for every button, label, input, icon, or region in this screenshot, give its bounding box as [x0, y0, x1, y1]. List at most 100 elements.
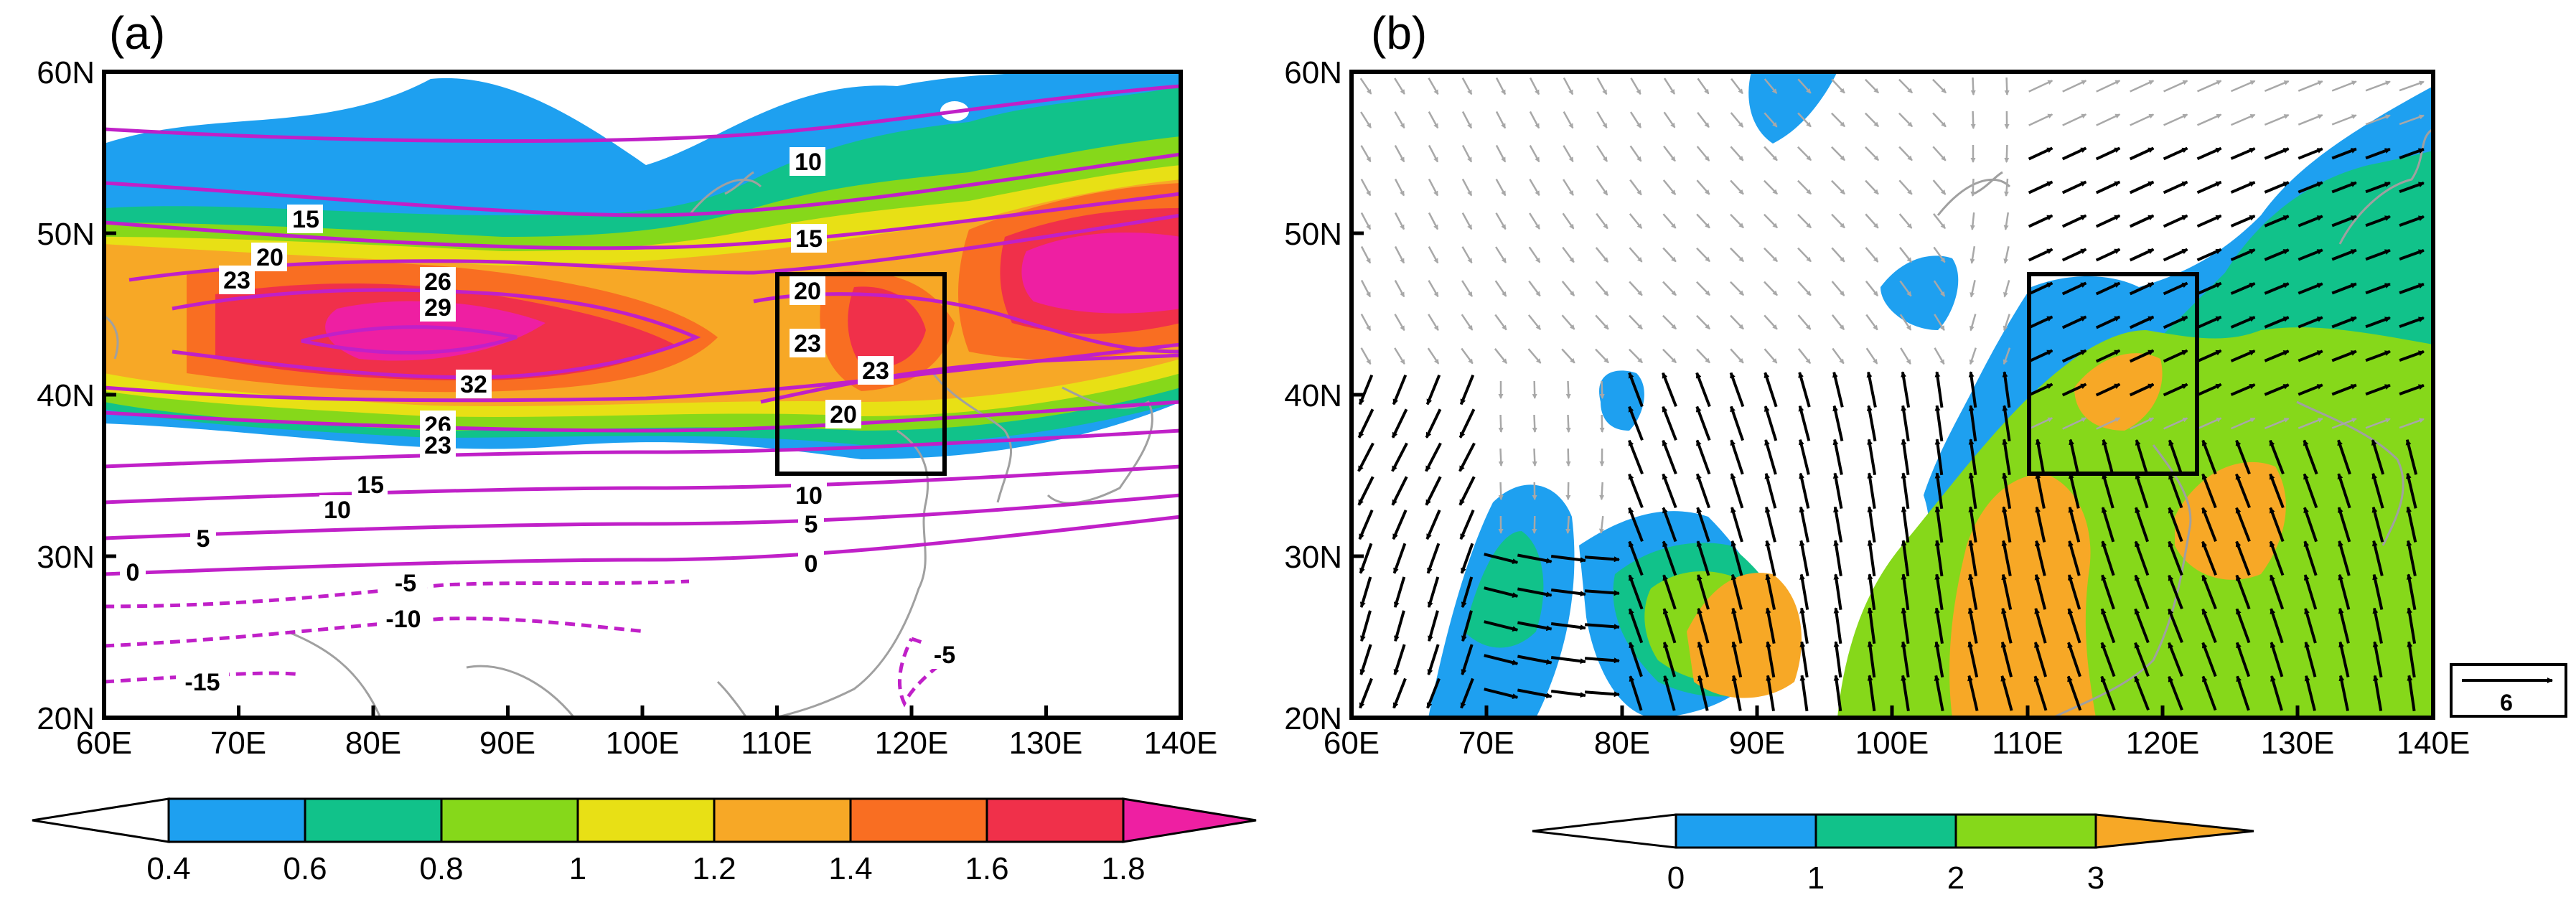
contour-label-text: 10 [795, 149, 822, 176]
wind-vector [1602, 381, 1603, 398]
x-tick-label: 140E [2397, 726, 2470, 761]
x-tick-label: 100E [1855, 726, 1929, 761]
colorbar-b-labels: 0 1 2 3 [1667, 861, 2104, 896]
contour-label: -10 [377, 604, 430, 633]
panel-b-label: (b) [1371, 7, 1427, 59]
y-tick-label: 40N [1284, 378, 1342, 413]
colorbar-cell [714, 799, 851, 842]
colorbar-cell [987, 799, 1123, 842]
colorbar-cell [1532, 815, 1676, 848]
panel-a-x-tick-labels: 60E 70E 80E 90E 100E 110E 120E 130E 140E [76, 726, 1218, 761]
wind-vector [2007, 78, 2008, 95]
contour-label-text: 20 [830, 401, 857, 428]
contour-label-text: -15 [184, 669, 220, 696]
contour-label: 20 [251, 243, 287, 271]
contour-label-text: 15 [292, 206, 319, 233]
panel-b: (b) [1284, 7, 2566, 896]
contour-label: 23 [858, 356, 894, 385]
reference-vector-label: 6 [2500, 690, 2513, 716]
wind-vector [1568, 381, 1569, 398]
x-tick-label: 90E [479, 726, 535, 761]
contour-label-text: 20 [256, 244, 284, 271]
x-tick-label: 130E [1009, 726, 1083, 761]
colorbar-label: 0.8 [419, 851, 463, 886]
colorbar-cell [1956, 815, 2096, 848]
panel-a-colorbar: 0.4 0.6 0.8 1 1.2 1.4 1.6 1.8 [32, 799, 1256, 886]
colorbar-label: 1.6 [965, 851, 1008, 886]
contour-label-text: 26 [424, 268, 451, 296]
contour-label-text: 10 [324, 497, 351, 524]
contour-label-text: 23 [794, 330, 821, 357]
panel-b-map [1352, 72, 2433, 718]
panel-a-map: 10 15 20 23 26 29 32 26 23 15 10 5 0 -5 … [104, 72, 1181, 718]
contour-label-text: -5 [934, 642, 955, 669]
x-tick-label: 110E [741, 726, 812, 761]
panel-a-y-tick-labels: 60N 50N 40N 30N 20N [37, 55, 95, 736]
contour-label: -5 [924, 640, 965, 669]
x-tick-label: 80E [345, 726, 401, 761]
contour-label: 23 [219, 266, 255, 294]
colorbar-label: 1.2 [692, 851, 736, 886]
colorbar-cell [578, 799, 714, 842]
contour-label-text: 23 [862, 357, 889, 385]
colorbar-cell [32, 799, 169, 842]
colorbar-cell [1676, 815, 1816, 848]
contour-label: -15 [176, 667, 229, 696]
y-tick-label: 30N [37, 540, 95, 575]
wind-vector [1601, 482, 1602, 500]
colorbar-cell [851, 799, 987, 842]
contour-label: 23 [420, 431, 456, 459]
colorbar-label: 3 [2087, 861, 2104, 896]
wind-vector [1568, 449, 1569, 466]
colorbar-cell [441, 799, 578, 842]
contour-label: 5 [798, 510, 824, 538]
x-tick-label: 60E [76, 726, 132, 761]
y-tick-label: 30N [1284, 540, 1342, 575]
x-tick-label: 60E [1324, 726, 1380, 761]
wind-vector [1568, 415, 1569, 432]
contour-label-text: -5 [395, 570, 416, 597]
x-tick-label: 70E [210, 726, 266, 761]
contour-label: 0 [798, 549, 824, 578]
contour-label: 29 [420, 293, 456, 322]
contour-label: 5 [190, 524, 216, 553]
colorbar-label: 0 [1667, 861, 1685, 896]
contour-label: 10 [790, 147, 825, 176]
colorbar-label: 1.4 [828, 851, 872, 886]
colorbar-cell [1816, 815, 1956, 848]
contour-label-text: 10 [795, 482, 823, 510]
colorbar-label: 0.4 [146, 851, 190, 886]
contour-label: 10 [319, 495, 355, 524]
shade-1.8-east [1021, 233, 1181, 314]
panel-b-colorbar: 0 1 2 3 [1532, 815, 2254, 896]
wind-vector [1501, 415, 1502, 432]
contour-label: 10 [791, 481, 827, 510]
colorbar-label: 1.8 [1101, 851, 1145, 886]
contour-label: 26 [420, 267, 456, 296]
wind-vector [1501, 449, 1502, 466]
contour-label-text: 29 [424, 294, 451, 322]
contour-label: 15 [352, 470, 388, 499]
contour-label-text: 32 [460, 371, 487, 398]
contour-label-text: 23 [424, 432, 451, 459]
colorbar-cell [305, 799, 441, 842]
contour-label-text: 20 [794, 278, 821, 305]
y-tick-label: 50N [1284, 217, 1342, 252]
contour-label: 32 [456, 370, 492, 398]
colorbar-label: 1 [1807, 861, 1825, 896]
colorbar-cell [1123, 799, 1256, 842]
wind-vector [1973, 179, 1974, 196]
contour-label: 15 [287, 205, 323, 233]
colorbar-label: 1 [569, 851, 586, 886]
y-tick-label: 40N [37, 378, 95, 413]
contour-label: 15 [791, 224, 827, 253]
x-tick-label: 130E [2261, 726, 2335, 761]
contour-label-text: 0 [805, 550, 818, 578]
x-tick-label: 110E [1992, 726, 2064, 761]
wind-vector [2007, 145, 2008, 162]
colorbar-cell [169, 799, 305, 842]
x-tick-label: 120E [2126, 726, 2200, 761]
contour-label-text: 5 [197, 525, 210, 553]
